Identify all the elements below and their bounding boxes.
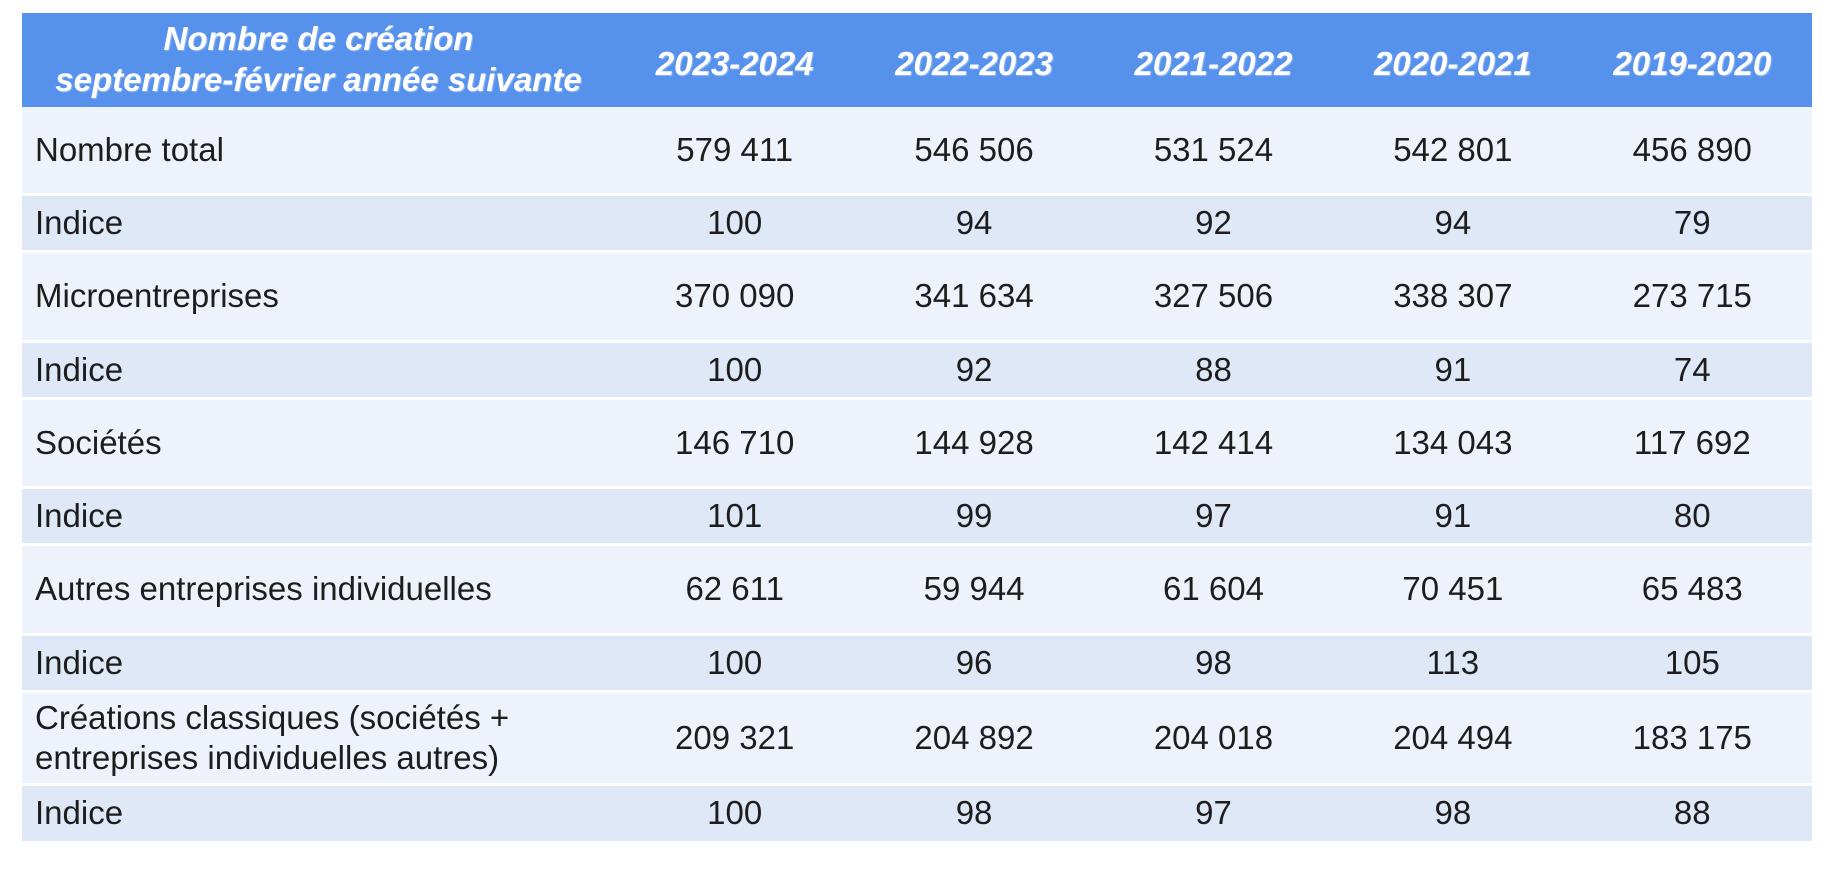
table-row-indice-societes: Indice 101 99 97 91 80 — [22, 489, 1812, 547]
value-cell: 204 494 — [1333, 692, 1573, 787]
value-cell: 146 710 — [614, 399, 855, 490]
value-cell: 100 — [614, 635, 855, 693]
table-row-indice-total: Indice 100 94 92 94 79 — [22, 196, 1812, 254]
value-cell: 204 892 — [854, 692, 1094, 787]
table-row-creations-classiques: Créations classiques (sociétés + entrepr… — [22, 692, 1812, 787]
row-label: Nombre total — [22, 106, 615, 197]
value-cell: 100 — [614, 196, 855, 254]
value-cell: 100 — [614, 342, 855, 400]
year-column-header-2020-2021: 2020-2021 — [1333, 13, 1573, 107]
row-label: Indice — [22, 196, 615, 254]
value-cell: 531 524 — [1093, 106, 1334, 197]
value-cell: 92 — [1093, 196, 1334, 254]
value-cell: 98 — [1093, 635, 1334, 693]
value-cell: 338 307 — [1333, 253, 1573, 343]
value-cell: 94 — [1333, 196, 1573, 254]
value-cell: 97 — [1093, 786, 1334, 844]
table-row-indice-creations-classiques: Indice 100 98 97 98 88 — [22, 786, 1812, 844]
row-label: Microentreprises — [22, 253, 615, 343]
value-cell: 273 715 — [1572, 253, 1812, 343]
value-cell: 96 — [854, 635, 1094, 693]
page: Nombre de création septembre-février ann… — [22, 13, 1812, 844]
value-cell: 88 — [1093, 342, 1334, 400]
value-cell: 456 890 — [1572, 106, 1812, 197]
value-cell: 204 018 — [1093, 692, 1334, 787]
table-row-autres-entreprises-individuelles: Autres entreprises individuelles 62 611 … — [22, 546, 1812, 636]
value-cell: 542 801 — [1333, 106, 1573, 197]
value-cell: 101 — [614, 489, 855, 547]
value-cell: 97 — [1093, 489, 1334, 547]
value-cell: 98 — [854, 786, 1094, 844]
value-cell: 370 090 — [614, 253, 855, 343]
value-cell: 62 611 — [614, 546, 855, 636]
table-title-line2: septembre-février année suivante — [55, 60, 582, 98]
value-cell: 91 — [1333, 489, 1573, 547]
value-cell: 142 414 — [1093, 399, 1334, 490]
value-cell: 88 — [1572, 786, 1812, 844]
value-cell: 74 — [1572, 342, 1812, 400]
value-cell: 94 — [854, 196, 1094, 254]
year-column-header-2023-2024: 2023-2024 — [614, 13, 855, 107]
table-row-indice-autres: Indice 100 96 98 113 105 — [22, 635, 1812, 693]
value-cell: 117 692 — [1572, 399, 1812, 490]
value-cell: 59 944 — [854, 546, 1094, 636]
value-cell: 100 — [614, 786, 855, 844]
row-label: Indice — [22, 489, 615, 547]
value-cell: 91 — [1333, 342, 1573, 400]
value-cell: 579 411 — [614, 106, 855, 197]
value-cell: 327 506 — [1093, 253, 1334, 343]
value-cell: 61 604 — [1093, 546, 1334, 636]
row-label: Indice — [22, 786, 615, 844]
table-header-row: Nombre de création septembre-février ann… — [22, 13, 1812, 107]
value-cell: 183 175 — [1572, 692, 1812, 787]
year-column-header-2022-2023: 2022-2023 — [854, 13, 1094, 107]
value-cell: 546 506 — [854, 106, 1094, 197]
value-cell: 105 — [1572, 635, 1812, 693]
year-column-header-2019-2020: 2019-2020 — [1572, 13, 1812, 107]
row-label: Indice — [22, 342, 615, 400]
value-cell: 70 451 — [1333, 546, 1573, 636]
year-column-header-2021-2022: 2021-2022 — [1093, 13, 1334, 107]
table-row-indice-microentreprises: Indice 100 92 88 91 74 — [22, 342, 1812, 400]
value-cell: 144 928 — [854, 399, 1094, 490]
row-label: Autres entreprises individuelles — [22, 546, 615, 636]
value-cell: 113 — [1333, 635, 1573, 693]
value-cell: 99 — [854, 489, 1094, 547]
row-label: Sociétés — [22, 399, 615, 490]
table-row-microentreprises: Microentreprises 370 090 341 634 327 506… — [22, 253, 1812, 343]
table-row-nombre-total: Nombre total 579 411 546 506 531 524 542… — [22, 106, 1812, 197]
value-cell: 341 634 — [854, 253, 1094, 343]
value-cell: 92 — [854, 342, 1094, 400]
table-title-line1: Nombre de création — [163, 20, 474, 57]
business-creation-table: Nombre de création septembre-février ann… — [22, 13, 1812, 844]
value-cell: 134 043 — [1333, 399, 1573, 490]
value-cell: 209 321 — [614, 692, 855, 787]
row-label: Créations classiques (sociétés + entrepr… — [22, 692, 615, 787]
value-cell: 80 — [1572, 489, 1812, 547]
table-title: Nombre de création septembre-février ann… — [22, 13, 615, 107]
row-label: Indice — [22, 635, 615, 693]
value-cell: 65 483 — [1572, 546, 1812, 636]
value-cell: 79 — [1572, 196, 1812, 254]
value-cell: 98 — [1333, 786, 1573, 844]
table-row-societes: Sociétés 146 710 144 928 142 414 134 043… — [22, 399, 1812, 490]
